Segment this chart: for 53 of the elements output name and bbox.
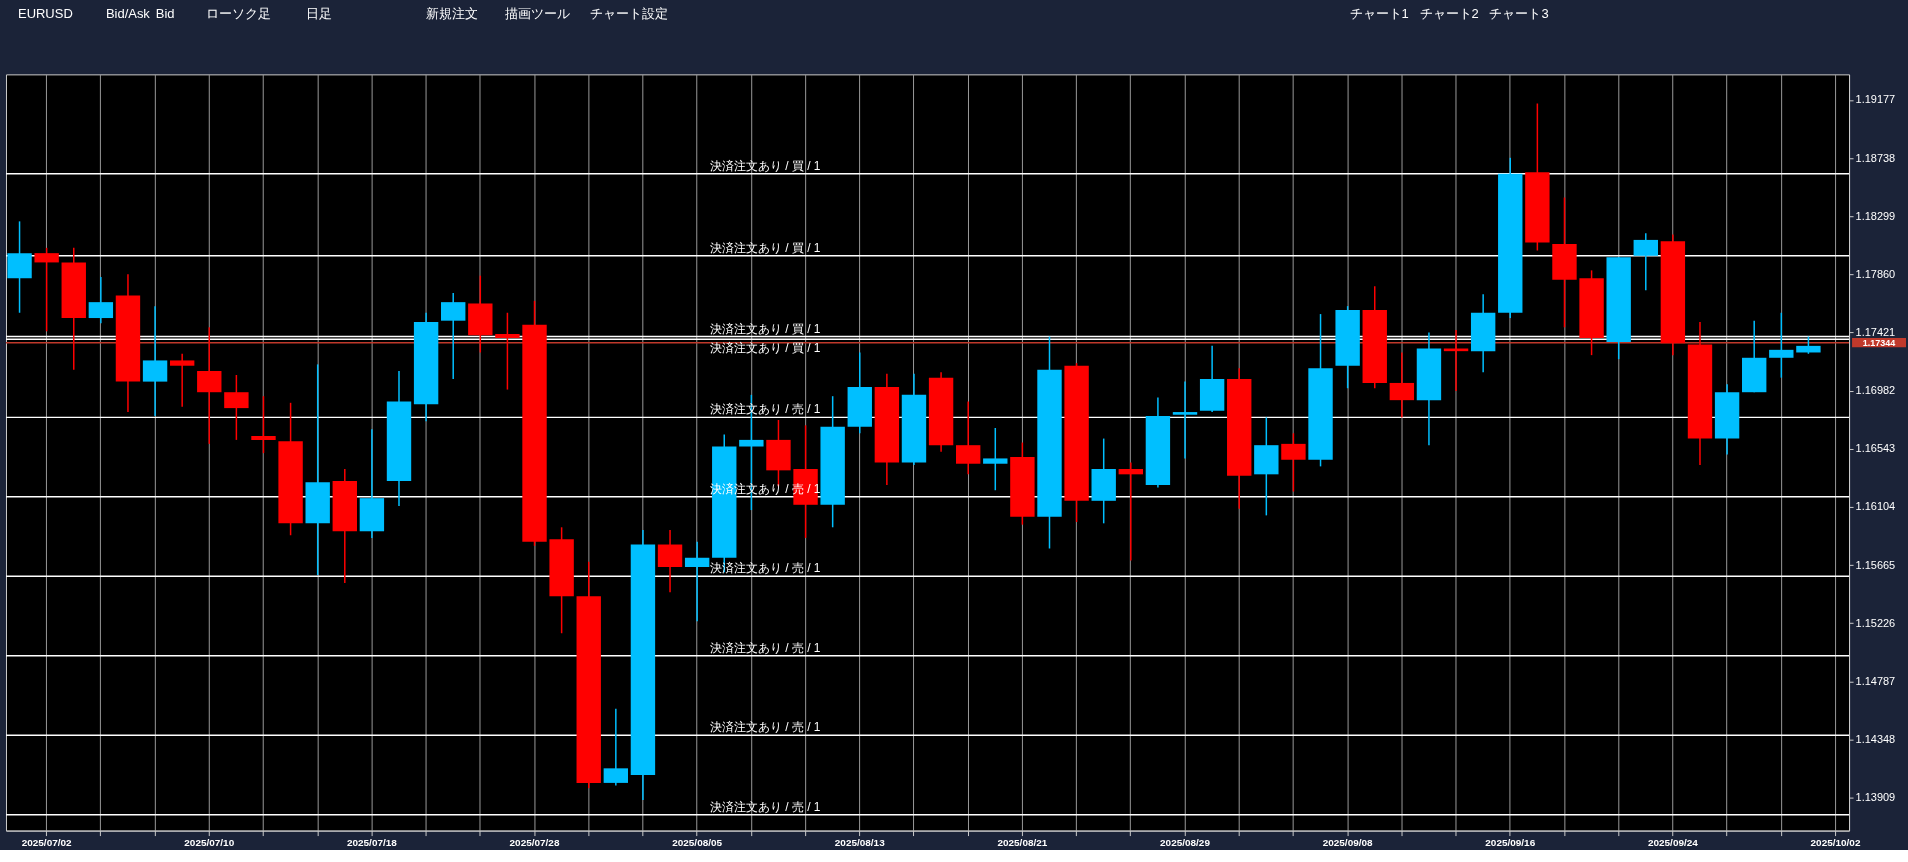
y-tick-label: 1.13909 xyxy=(1855,791,1896,804)
x-tick-label: 2025/09/08 xyxy=(1322,837,1374,849)
text: チャート2 xyxy=(1419,6,1479,22)
ref-line-label: 決済注文あり / 買 / 1 xyxy=(709,158,821,173)
y-tick-label: 1.18738 xyxy=(1855,151,1896,164)
candlestick xyxy=(1769,312,1794,379)
ref-line-label: 1.17344 xyxy=(1862,337,1896,348)
y-tick-label: 1.18299 xyxy=(1855,209,1896,222)
y-tick-label: 1.14348 xyxy=(1855,732,1896,745)
x-tick-label: 2025/08/13 xyxy=(834,837,886,849)
y-tick-label: 1.15226 xyxy=(1855,616,1896,629)
candlestick xyxy=(1118,461,1143,562)
y-tick-label: 1.16104 xyxy=(1855,500,1896,513)
y-tick-label: 1.14787 xyxy=(1855,674,1896,687)
x-tick-label: 2025/07/10 xyxy=(184,837,235,849)
x-tick-label: 2025/09/24 xyxy=(1647,837,1699,849)
text: ローソク足 xyxy=(205,6,271,22)
ref-line-label: 決済注文あり / 売 / 1 xyxy=(709,799,821,814)
x-tick-label: 2025/08/05 xyxy=(672,837,723,849)
x-tick-label: 2025/08/21 xyxy=(997,837,1048,849)
candlestick xyxy=(684,541,710,623)
ref-line-label: 決済注文あり / 買 / 1 xyxy=(709,240,821,255)
y-tick-label: 1.15665 xyxy=(1855,558,1896,571)
x-tick-label: 2025/10/02 xyxy=(1810,837,1861,849)
text: Bid/Ask xyxy=(105,6,151,22)
x-tick-label: 2025/07/28 xyxy=(509,837,560,849)
ref-line-label: 決済注文あり / 売 / 1 xyxy=(709,640,821,655)
ref-line-label: 決済注文あり / 買 / 1 xyxy=(709,321,821,336)
candlestick xyxy=(169,353,195,408)
text: 新規注文 xyxy=(425,6,478,22)
candlestick xyxy=(495,312,520,391)
text: チャート設定 xyxy=(590,6,669,22)
candlestick xyxy=(251,395,276,454)
y-tick-label: 1.16982 xyxy=(1855,384,1896,397)
ref-line-label: 決済注文あり / 売 / 1 xyxy=(709,720,821,735)
x-tick-label: 2025/08/29 xyxy=(1160,837,1211,849)
candlestick xyxy=(983,427,1008,491)
x-tick-label: 2025/09/16 xyxy=(1485,837,1536,849)
y-tick-label: 1.17421 xyxy=(1855,325,1896,338)
x-tick-label: 2025/07/02 xyxy=(21,837,73,849)
text: Bid xyxy=(155,6,175,22)
candlestick xyxy=(34,247,59,333)
text: チャート3 xyxy=(1489,6,1549,22)
y-tick-label: 1.16543 xyxy=(1855,442,1896,455)
y-tick-label: 1.19177 xyxy=(1855,93,1896,106)
x-tick-label: 2025/07/18 xyxy=(346,837,398,849)
candlestick xyxy=(1172,380,1198,460)
text: 日足 xyxy=(305,6,332,22)
y-tick-label: 1.17860 xyxy=(1855,267,1896,280)
text: 描画ツール xyxy=(505,6,571,22)
text: チャート1 xyxy=(1349,6,1409,22)
text: EURUSD xyxy=(17,6,73,22)
ref-line-label: 決済注文あり / 買 / 1 xyxy=(709,341,821,356)
